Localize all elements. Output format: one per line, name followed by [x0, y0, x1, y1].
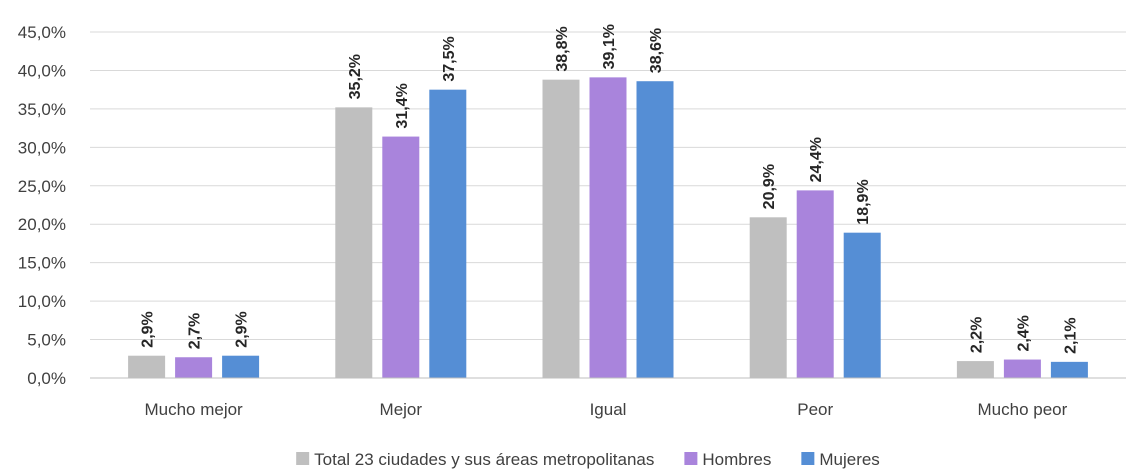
data-label: 35,2% [347, 54, 364, 99]
category-label: Peor [797, 400, 833, 419]
data-label: 37,5% [441, 36, 458, 81]
y-tick-label: 40,0% [18, 61, 66, 80]
data-label: 18,9% [855, 179, 872, 224]
bar-3-3 [636, 81, 674, 378]
bar-3-4 [843, 232, 881, 378]
legend-swatch [684, 452, 698, 465]
data-label: 38,8% [554, 26, 571, 71]
bars [128, 77, 1088, 379]
y-tick-label: 45,0% [18, 23, 66, 42]
bar-2-5 [1003, 359, 1041, 378]
data-label: 38,6% [648, 28, 665, 73]
data-label: 2,9% [140, 311, 157, 347]
data-label: 2,2% [968, 317, 985, 353]
data-label: 2,7% [187, 313, 204, 349]
category-label: Igual [590, 400, 627, 419]
y-tick-label: 0,0% [27, 369, 66, 388]
bar-3-5 [1050, 361, 1088, 378]
bar-3-2 [429, 89, 467, 379]
bar-1-1 [128, 355, 166, 378]
data-label: 2,1% [1062, 317, 1079, 353]
data-label: 24,4% [808, 137, 825, 182]
legend-label: Hombres [702, 450, 771, 469]
bar-1-5 [956, 361, 994, 378]
bar-2-1 [175, 357, 213, 378]
bar-1-4 [749, 217, 787, 378]
bar-3-1 [222, 355, 260, 378]
y-tick-label: 35,0% [18, 100, 66, 119]
data-label: 2,9% [234, 311, 251, 347]
bar-1-3 [542, 79, 580, 378]
y-tick-label: 20,0% [18, 215, 66, 234]
data-label: 39,1% [601, 24, 618, 69]
y-tick-label: 10,0% [18, 292, 66, 311]
legend: Total 23 ciudades y sus áreas metropolit… [296, 450, 880, 469]
x-axis: Mucho mejor Mejor Igual Peor Mucho peor [90, 377, 1126, 419]
y-tick-label: 25,0% [18, 177, 66, 196]
category-label: Mucho peor [978, 400, 1068, 419]
bar-1-2 [335, 107, 373, 379]
y-axis: 0,0% 5,0% 10,0% 15,0% 20,0% 25,0% 30,0% 35,0% 40… [18, 23, 66, 388]
y-tick-label: 15,0% [18, 254, 66, 273]
bar-2-3 [589, 77, 627, 378]
y-tick-label: 30,0% [18, 138, 66, 157]
category-label: Mejor [380, 400, 423, 419]
category-label: Mucho mejor [144, 400, 243, 419]
legend-swatch [296, 452, 310, 465]
data-label: 2,4% [1015, 315, 1032, 351]
data-labels: 2,9% 2,7% 2,9% 35,2% 31,4% 37,5% 38,8% 39,1% 38,… [140, 24, 1080, 354]
y-tick-label: 5,0% [27, 331, 66, 350]
legend-label: Total 23 ciudades y sus áreas metropolit… [314, 450, 654, 469]
data-label: 31,4% [394, 83, 411, 128]
bar-2-4 [796, 190, 834, 378]
legend-label: Mujeres [819, 450, 879, 469]
data-label: 20,9% [761, 164, 778, 209]
bar-2-2 [382, 136, 420, 378]
legend-swatch [801, 452, 815, 465]
